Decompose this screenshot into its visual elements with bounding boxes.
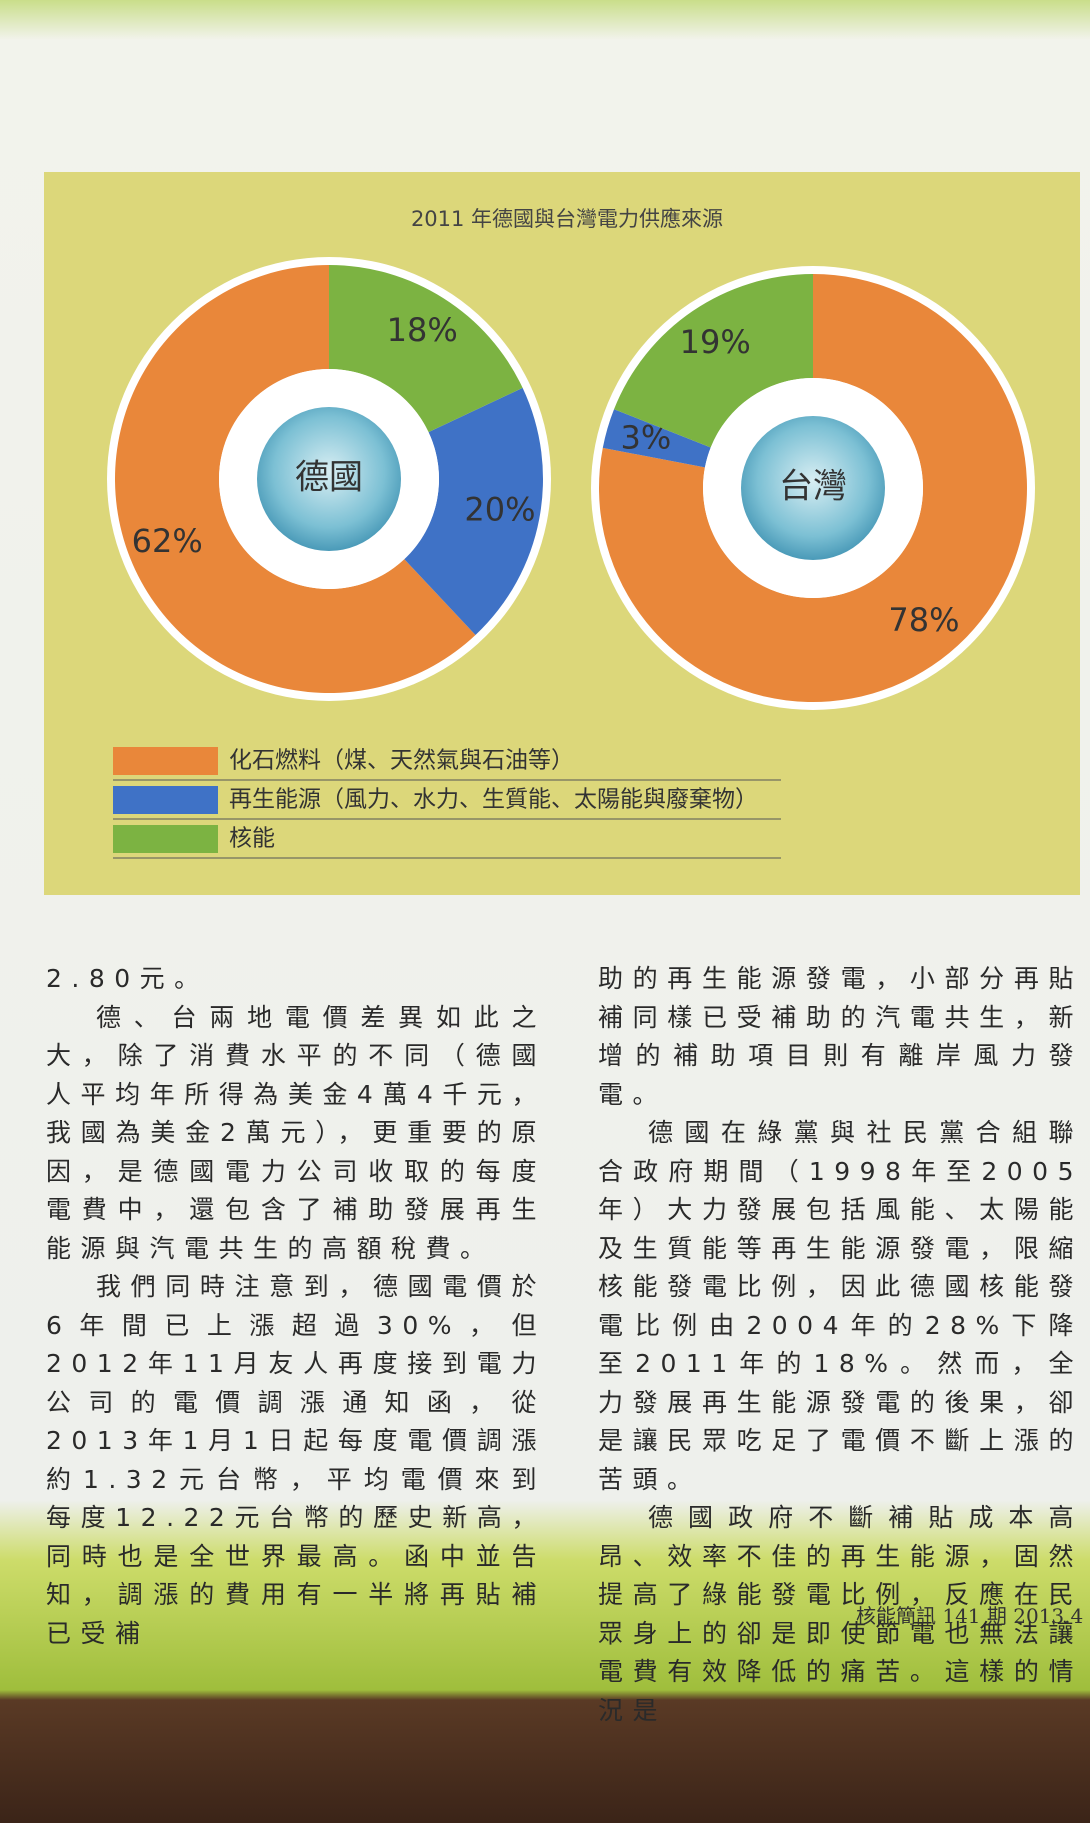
paragraph: 德國在綠黨與社民黨合組聯合政府期間（1998年至2005年）大力發展包括風能、太… xyxy=(598,1118,1083,1494)
value-label: 78% xyxy=(888,601,959,639)
value-label: 19% xyxy=(680,323,751,361)
paragraph: 德、台兩地電價差異如此之大，除了消費水平的不同（德國人平均年所得為美金4萬4千元… xyxy=(46,1002,546,1263)
footer: 核能簡訊 141 期 2013.4 xyxy=(856,1604,1084,1628)
value-label: 20% xyxy=(464,491,535,529)
chart-title: 2011 年德國與台灣電力供應來源 xyxy=(411,207,723,231)
legend-label: 再生能源（風力、水力、生質能、太陽能與廢棄物） xyxy=(229,787,758,813)
legend-label: 化石燃料（煤、天然氣與石油等） xyxy=(229,748,574,774)
paragraph: 2.80元。 xyxy=(46,964,209,993)
donut-segment xyxy=(602,409,711,468)
center-label: 台灣 xyxy=(779,467,847,507)
paragraph: 助的再生能源發電，小部分再貼補同樣已受補助的汽電共生，新增的補助項目則有離岸風力… xyxy=(598,964,1083,1109)
paragraph: 我們同時注意到，德國電價於6年間已上漲超過30%，但2012年11月友人再度接到… xyxy=(46,1272,546,1648)
legend-swatch xyxy=(113,786,218,814)
right-column: 助的再生能源發電，小部分再貼補同樣已受補助的汽電共生，新增的補助項目則有離岸風力… xyxy=(598,960,1083,1730)
donut-segment xyxy=(404,387,544,635)
center-label: 德國 xyxy=(295,458,363,498)
figure: 2011 年德國與台灣電力供應來源 62%20%18%德國78%3%19%台灣化… xyxy=(44,172,1080,895)
donut-segment xyxy=(329,265,523,433)
paragraph: 德國政府不斷補貼成本高昂、效率不佳的再生能源，固然提高了綠能發電比例，反應在民眾… xyxy=(598,1503,1083,1725)
value-label: 18% xyxy=(387,311,458,349)
legend-label: 核能 xyxy=(229,826,275,852)
center-badge xyxy=(741,416,885,560)
donut-segment xyxy=(599,274,1027,702)
left-column: 2.80元。德、台兩地電價差異如此之大，除了消費水平的不同（德國人平均年所得為美… xyxy=(46,960,546,1653)
legend-swatch xyxy=(113,747,218,775)
donut-segment xyxy=(114,265,476,693)
center-badge xyxy=(257,407,401,551)
legend-swatch xyxy=(113,825,218,853)
donut-segment xyxy=(614,274,813,448)
value-label: 62% xyxy=(132,522,203,560)
